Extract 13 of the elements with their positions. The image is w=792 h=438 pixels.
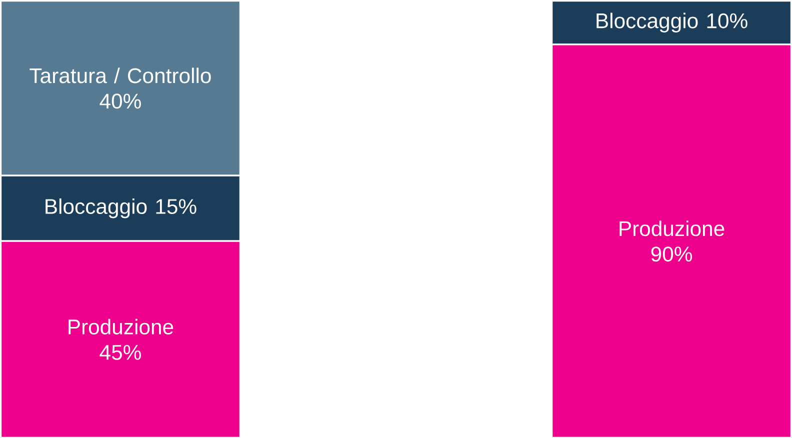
data-label: 90% xyxy=(651,246,692,262)
bar xyxy=(0,174,241,242)
text: Produzione xyxy=(620,220,724,236)
data-label: 10% xyxy=(707,13,748,28)
series-label: Bloccaggio xyxy=(596,12,698,33)
series-label: Produzione xyxy=(68,319,174,335)
data-label: 15% xyxy=(156,199,196,214)
series-label: Taratura / Controllo xyxy=(30,68,211,84)
text: Bloccaggio xyxy=(46,198,147,218)
data-label: 45% xyxy=(100,345,141,360)
data-label: 40% xyxy=(100,94,141,109)
bar xyxy=(551,44,792,438)
bar xyxy=(0,240,241,438)
